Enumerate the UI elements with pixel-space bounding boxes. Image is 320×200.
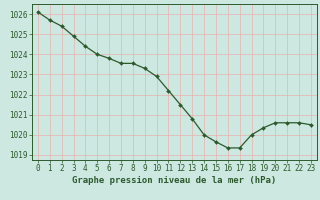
X-axis label: Graphe pression niveau de la mer (hPa): Graphe pression niveau de la mer (hPa): [72, 176, 276, 185]
